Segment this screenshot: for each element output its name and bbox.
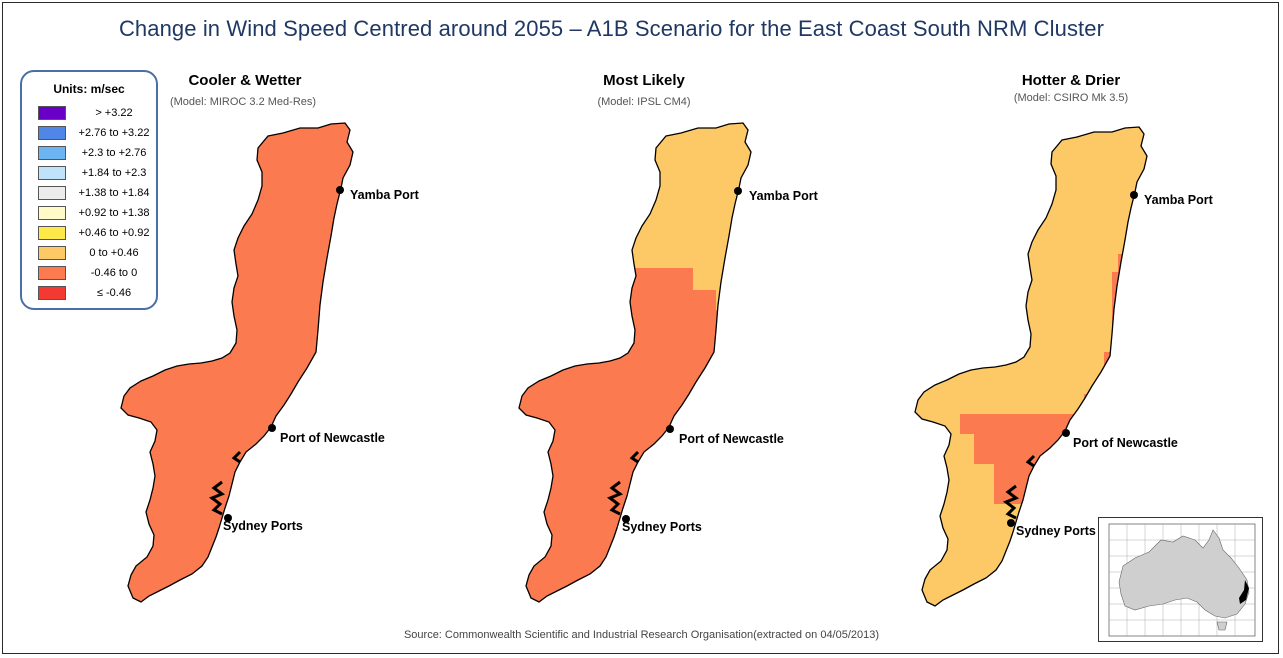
legend-label: +2.76 to +3.22	[78, 127, 150, 139]
sydney-port-label: Sydney Ports	[223, 519, 303, 533]
legend-swatch	[38, 166, 66, 180]
legend-swatch	[38, 186, 66, 200]
legend-label: +0.92 to +1.38	[78, 207, 150, 219]
legend-swatch	[38, 226, 66, 240]
map-cooler-wetter	[120, 122, 354, 603]
sydney-port-label: Sydney Ports	[1016, 524, 1096, 538]
yamba-port-label: Yamba Port	[749, 189, 818, 203]
australia-locator-map	[1108, 523, 1256, 637]
inset-map-australia	[1098, 517, 1263, 642]
panel-title-cooler-wetter: Cooler & Wetter	[188, 72, 302, 89]
panel-model-most-likely: (Model: IPSL CM4)	[597, 96, 691, 108]
legend-label: > +3.22	[95, 107, 133, 119]
legend-swatch	[38, 206, 66, 220]
panel-title-hotter-drier: Hotter & Drier	[1021, 72, 1121, 89]
legend: Units: m/sec > +3.22 +2.76 to +3.22 +2.3…	[20, 70, 158, 310]
newcastle-port-marker	[666, 425, 674, 433]
legend-item: -0.46 to 0	[38, 266, 158, 282]
legend-item: +0.92 to +1.38	[38, 206, 158, 222]
legend-swatch	[38, 106, 66, 120]
legend-label: -0.46 to 0	[90, 267, 138, 279]
legend-item: +1.38 to +1.84	[38, 186, 158, 202]
figure-title: Change in Wind Speed Centred around 2055…	[118, 16, 1105, 41]
legend-item: +0.46 to +0.92	[38, 226, 158, 242]
yamba-port-marker	[336, 186, 344, 194]
newcastle-port-marker	[1062, 429, 1070, 437]
panel-model-hotter-drier: (Model: CSIRO Mk 3.5)	[1013, 92, 1129, 104]
sydney-port-label: Sydney Ports	[622, 520, 702, 534]
legend-label: +0.46 to +0.92	[78, 227, 150, 239]
legend-swatch	[38, 126, 66, 140]
source-note: Source: Commonwealth Scientific and Indu…	[403, 629, 880, 641]
legend-item: +2.76 to +3.22	[38, 126, 158, 142]
newcastle-port-label: Port of Newcastle	[679, 432, 784, 446]
legend-label: +1.38 to +1.84	[78, 187, 150, 199]
panel-title-most-likely: Most Likely	[603, 72, 685, 89]
sydney-port-marker	[1007, 519, 1015, 527]
legend-label: 0 to +0.46	[89, 247, 139, 259]
legend-item: 0 to +0.46	[38, 246, 158, 262]
newcastle-port-label: Port of Newcastle	[280, 431, 385, 445]
newcastle-port-marker	[268, 424, 276, 432]
legend-label: +2.3 to +2.76	[81, 147, 147, 159]
yamba-port-marker	[1130, 191, 1138, 199]
legend-swatch	[38, 286, 66, 300]
legend-item: > +3.22	[38, 106, 158, 122]
legend-label: +1.84 to +2.3	[81, 167, 147, 179]
panel-model-cooler-wetter: (Model: MIROC 3.2 Med-Res)	[169, 96, 317, 108]
yamba-port-marker	[734, 187, 742, 195]
yamba-port-label: Yamba Port	[350, 188, 419, 202]
legend-item: +1.84 to +2.3	[38, 166, 158, 182]
yamba-port-label: Yamba Port	[1144, 193, 1213, 207]
sydney-port-marker	[224, 514, 232, 522]
legend-swatch	[38, 266, 66, 280]
legend-swatch	[38, 246, 66, 260]
legend-title: Units: m/sec	[53, 82, 125, 96]
sydney-port-marker	[622, 515, 630, 523]
legend-label: ≤ -0.46	[96, 287, 132, 299]
legend-item: +2.3 to +2.76	[38, 146, 158, 162]
legend-item: ≤ -0.46	[38, 286, 158, 302]
legend-swatch	[38, 146, 66, 160]
newcastle-port-label: Port of Newcastle	[1073, 436, 1178, 450]
